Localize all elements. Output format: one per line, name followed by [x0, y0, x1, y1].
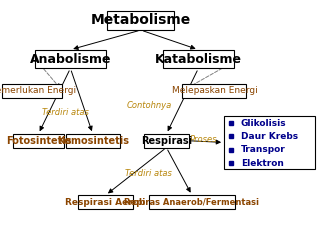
FancyBboxPatch shape — [66, 134, 120, 148]
FancyBboxPatch shape — [182, 84, 246, 98]
Text: Repiras Anaerob/Fermentasi: Repiras Anaerob/Fermentasi — [124, 197, 260, 207]
Text: Proses: Proses — [189, 135, 217, 144]
Text: Transpor: Transpor — [241, 145, 285, 154]
Text: Contohnya: Contohnya — [126, 101, 172, 110]
FancyBboxPatch shape — [163, 50, 234, 68]
Text: Terdiri atas: Terdiri atas — [42, 108, 89, 117]
Text: Fotosintetis: Fotosintetis — [6, 136, 71, 146]
FancyBboxPatch shape — [224, 116, 315, 169]
FancyBboxPatch shape — [149, 195, 235, 209]
Text: Respirasi Aerob: Respirasi Aerob — [66, 197, 146, 207]
Text: Daur Krebs: Daur Krebs — [241, 132, 298, 141]
Text: Kemosintetis: Kemosintetis — [57, 136, 129, 146]
FancyBboxPatch shape — [2, 84, 62, 98]
Text: Respirasi: Respirasi — [141, 136, 192, 146]
Text: Katabolisme: Katabolisme — [155, 52, 242, 66]
Text: Glikolisis: Glikolisis — [241, 118, 286, 128]
Text: Terdiri atas: Terdiri atas — [125, 169, 172, 178]
FancyBboxPatch shape — [13, 134, 64, 148]
Text: Memerlukan Energi: Memerlukan Energi — [0, 86, 76, 95]
FancyBboxPatch shape — [107, 11, 174, 30]
FancyBboxPatch shape — [35, 50, 106, 68]
FancyBboxPatch shape — [144, 134, 189, 148]
Text: Anabolisme: Anabolisme — [30, 52, 111, 66]
Text: Melepaskan Energi: Melepaskan Energi — [172, 86, 257, 95]
FancyBboxPatch shape — [78, 195, 133, 209]
Text: Metabolisme: Metabolisme — [91, 13, 191, 27]
Text: Elektron: Elektron — [241, 159, 284, 168]
